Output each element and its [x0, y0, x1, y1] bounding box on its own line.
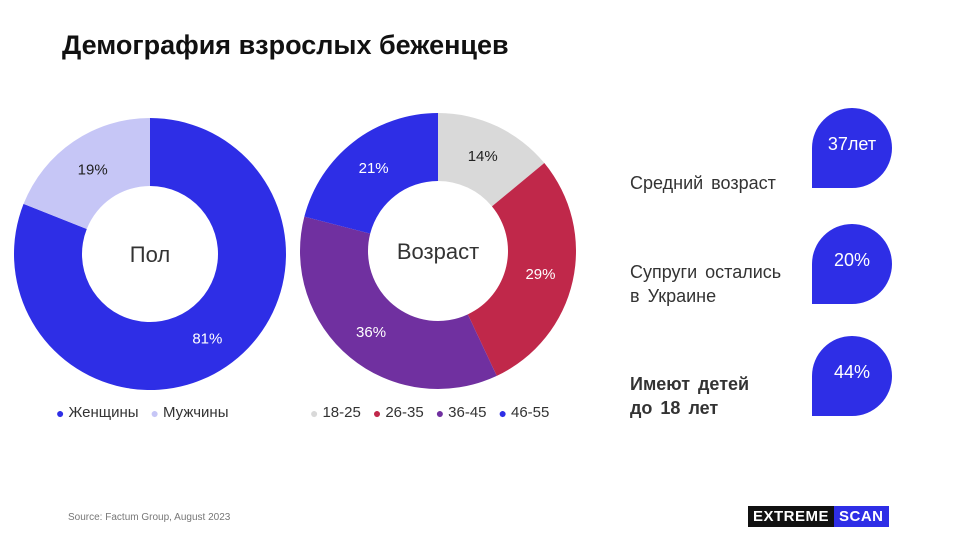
legend-marker-icon: ●: [435, 404, 445, 421]
data-label-18-25: 14%: [468, 148, 498, 165]
stat-children-label: Имеют детей до 18 лет: [630, 372, 749, 420]
stat-children-label-line2: до 18 лет: [630, 398, 719, 418]
legend-label: 18-25: [322, 404, 361, 421]
legend-item-46-55: ● 46-55: [499, 404, 550, 421]
data-label-Женщины: 81%: [192, 330, 222, 347]
stat-spouses-label: Супруги остались в Украине: [630, 260, 781, 308]
stat-average-age-label: Средний возраст: [630, 173, 776, 193]
gender-donut-chart: 81% 19% Пол: [13, 118, 286, 390]
legend-marker-icon: ●: [372, 404, 382, 421]
stat-average-age-value: 37лет: [812, 108, 892, 188]
legend-marker-icon: ●: [310, 404, 319, 421]
donut-slice-46-55: [304, 113, 438, 234]
age-legend: ● 18-25 ● 26-35 ● 36-45 ● 46-55: [310, 404, 561, 422]
data-label-26-35: 29%: [525, 266, 555, 283]
legend-marker-icon: ●: [56, 404, 65, 421]
logo-part-scan: SCAN: [834, 506, 889, 527]
extreme-scan-logo: EXTREME SCAN: [748, 506, 889, 527]
stat-spouses-value: 20%: [812, 224, 892, 304]
gender-legend: ● Женщины ● Мужчины: [56, 404, 240, 422]
legend-item-36-45: ● 36-45: [436, 404, 487, 421]
logo-part-extreme: EXTREME: [748, 506, 835, 527]
legend-item-Женщины: ● Женщины: [56, 404, 139, 421]
donut-slice-26-35: [467, 163, 576, 376]
legend-label: 46-55: [511, 404, 550, 421]
donut-slice-36-45: [299, 216, 497, 389]
source-note: Source: Factum Group, August 2023: [68, 512, 231, 523]
legend-item-Мужчины: ● Мужчины: [151, 404, 229, 421]
legend-marker-icon: ●: [498, 404, 507, 421]
data-label-Мужчины: 19%: [78, 162, 108, 179]
stat-children-value: 44%: [812, 336, 892, 416]
data-label-46-55: 21%: [359, 160, 389, 177]
donut-slice-Мужчины: [23, 118, 150, 229]
donut-center-title: Пол: [130, 242, 170, 267]
legend-item-26-35: ● 26-35: [373, 404, 424, 421]
legend-item-18-25: ● 18-25: [310, 404, 361, 421]
legend-label: Мужчины: [163, 404, 229, 421]
stat-spouses-label-line2: в Украине: [630, 286, 717, 306]
stat-children-label-line1: Имеют детей: [630, 374, 750, 394]
data-label-36-45: 36%: [356, 324, 386, 341]
legend-label: 26-35: [385, 404, 424, 421]
donut-slice-18-25: [438, 113, 545, 207]
stat-spouses-label-line1: Супруги остались: [630, 262, 782, 282]
legend-label: 36-45: [448, 404, 487, 421]
donut-center-title: Возраст: [397, 239, 479, 264]
legend-label: Женщины: [68, 404, 139, 421]
age-donut-chart: 14% 29% 36% 21% Возраст: [299, 113, 576, 389]
page-title: Демография взрослых беженцев: [62, 30, 509, 60]
donut-slice-Женщины: [13, 118, 286, 390]
legend-marker-icon: ●: [150, 404, 160, 421]
